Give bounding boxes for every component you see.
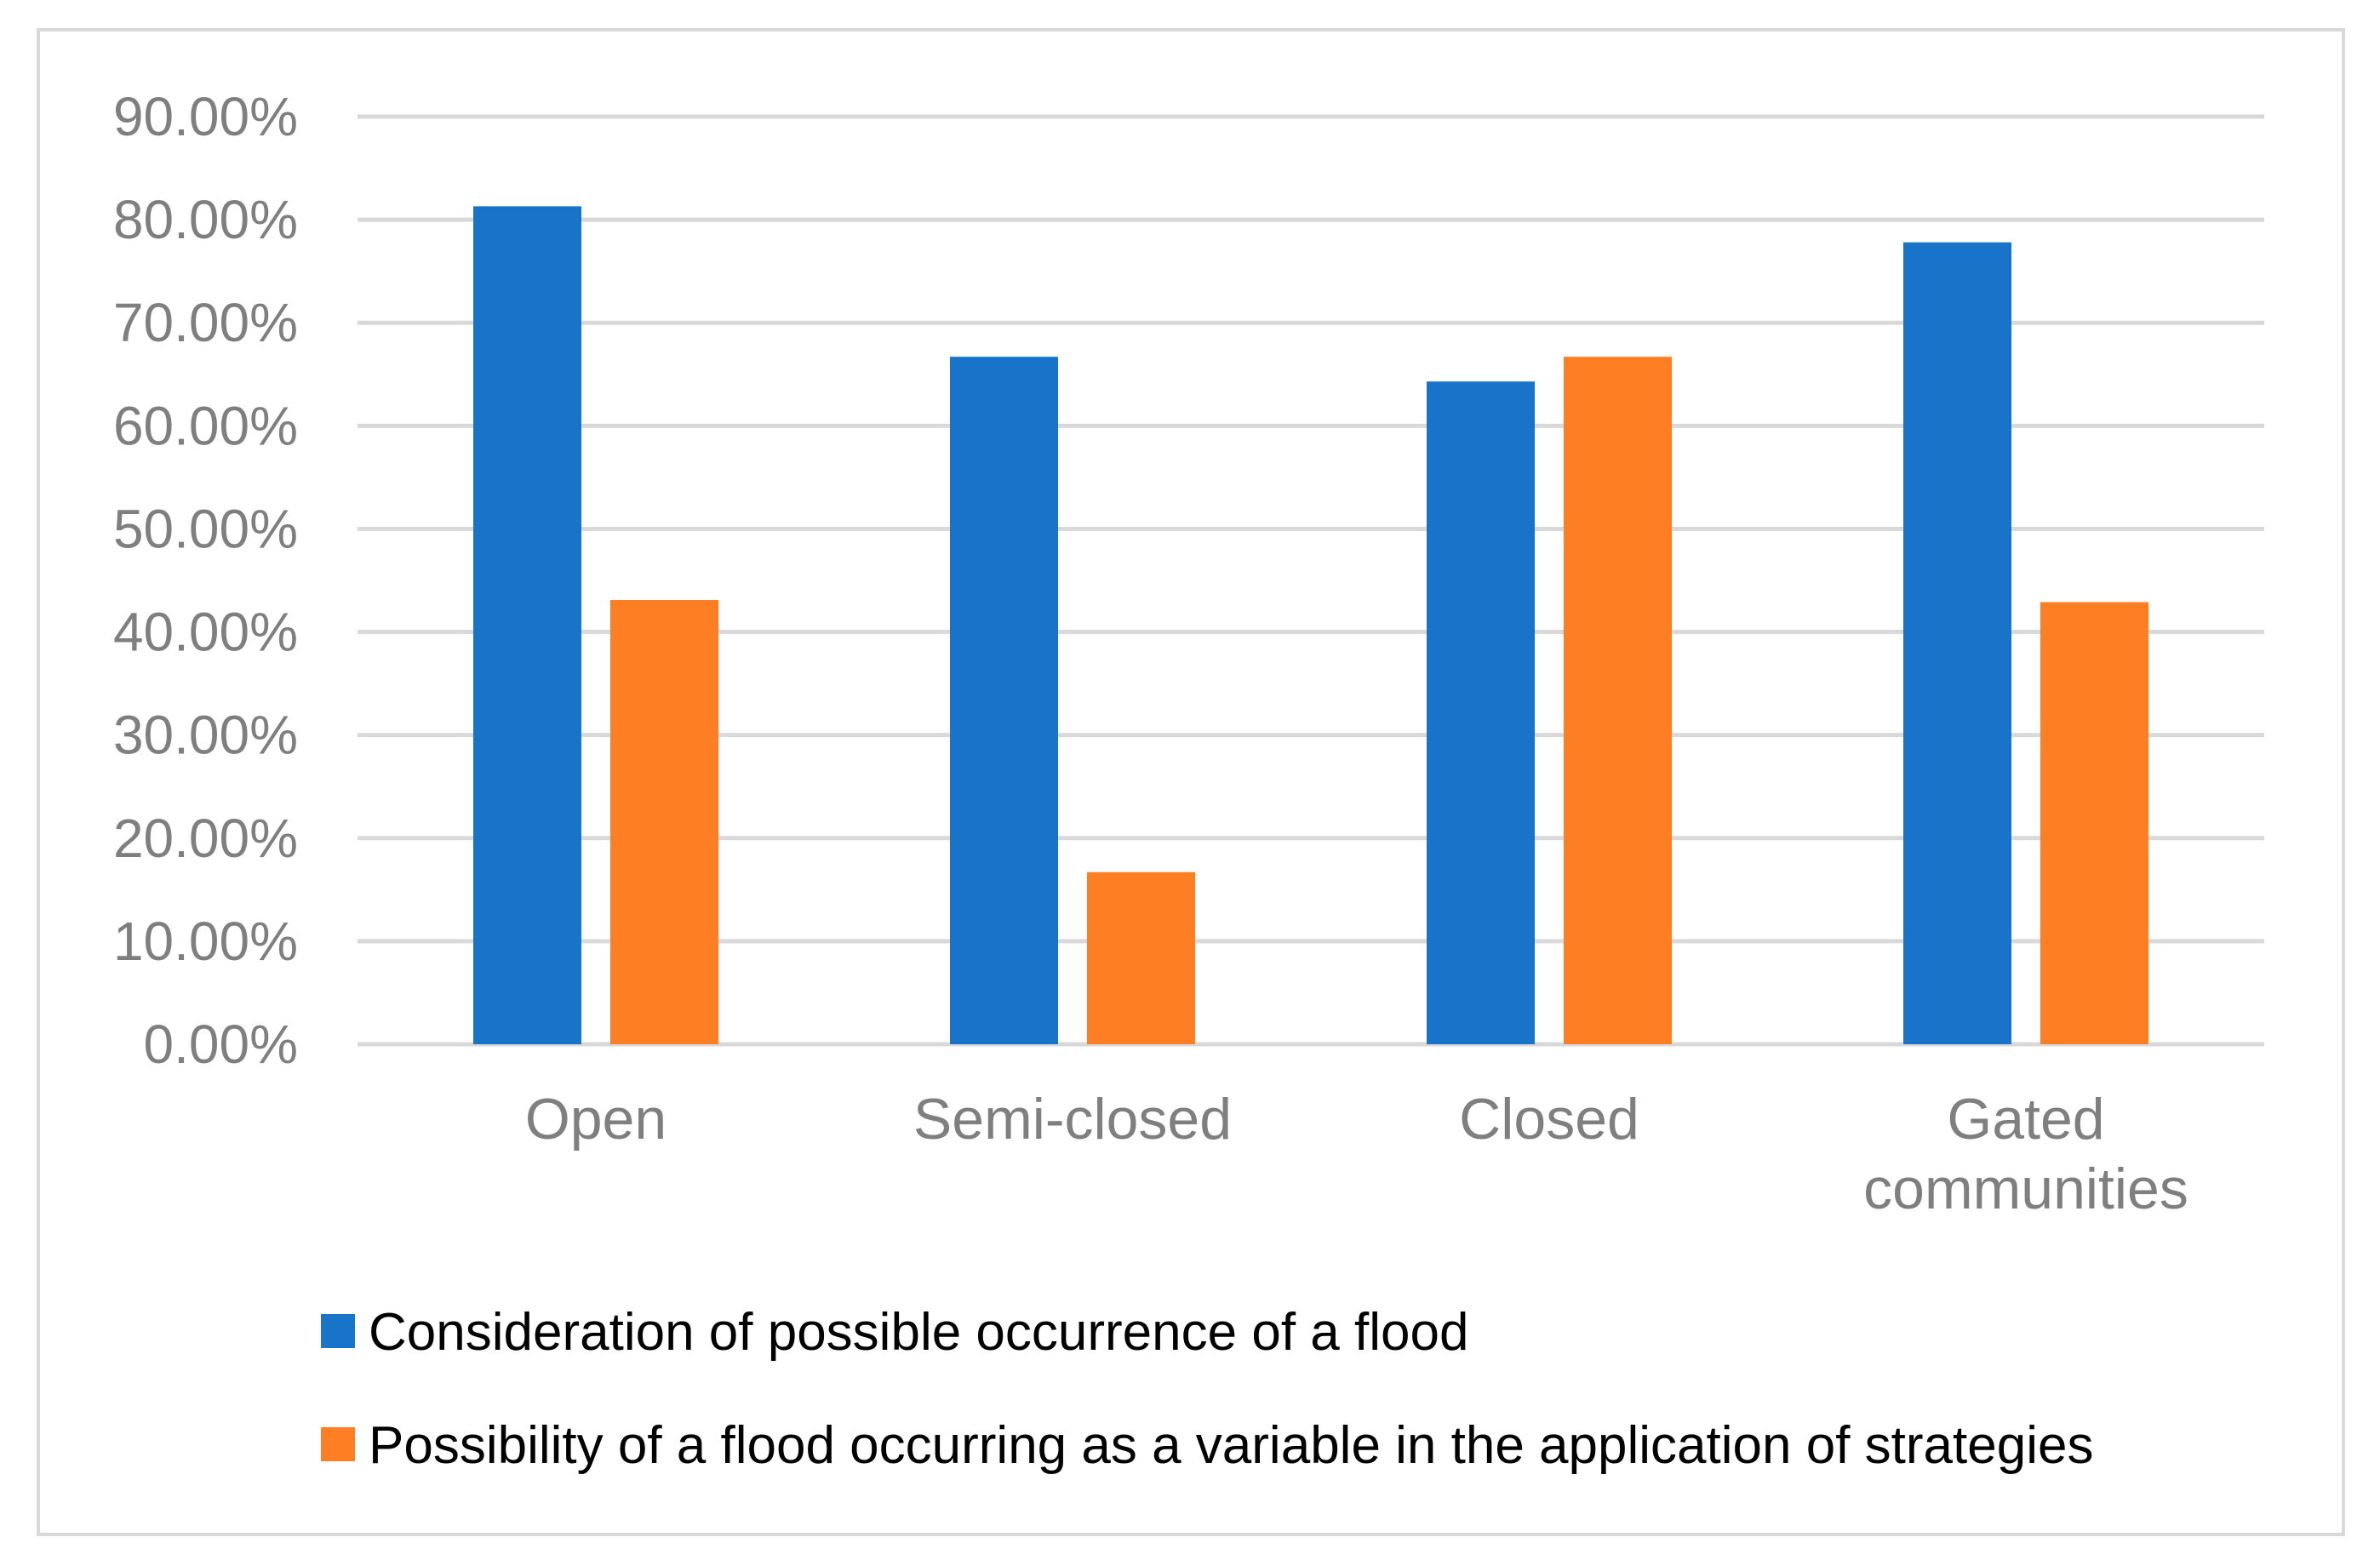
legend-label: Possibility of a flood occurring as a va… xyxy=(369,1416,2093,1475)
x-category-label: Semi-closed xyxy=(913,1087,1232,1151)
x-category-label: Closed xyxy=(1459,1087,1639,1151)
y-tick-label: 0.00% xyxy=(144,1014,298,1075)
y-tick-label: 10.00% xyxy=(113,911,298,972)
bar-consideration-0 xyxy=(473,206,581,1044)
bars xyxy=(473,206,2148,1044)
y-tick-label: 20.00% xyxy=(113,808,298,869)
legend-swatch xyxy=(321,1427,355,1461)
bar-consideration-2 xyxy=(1427,381,1535,1044)
y-tick-label: 70.00% xyxy=(113,292,298,353)
x-category-label: Open xyxy=(525,1087,667,1151)
bar-possibility-3 xyxy=(2040,602,2148,1044)
legend-swatch xyxy=(321,1314,355,1348)
y-tick-label: 90.00% xyxy=(113,86,298,147)
legend-label: Consideration of possible occurrence of … xyxy=(369,1303,1468,1362)
bar-possibility-0 xyxy=(610,600,718,1044)
bar-possibility-1 xyxy=(1087,871,1195,1044)
y-tick-label: 40.00% xyxy=(113,602,298,663)
y-axis-tick-labels: 0.00% 10.00% 20.00% 30.00% 40.00% 50.00% 60.00… xyxy=(113,86,298,1075)
x-category-label: Gated xyxy=(1947,1087,2104,1151)
bar-consideration-1 xyxy=(950,357,1058,1044)
y-tick-label: 80.00% xyxy=(113,189,298,250)
legend: Consideration of possible occurrence of … xyxy=(321,1303,2093,1475)
y-tick-label: 50.00% xyxy=(113,498,298,559)
bar-possibility-2 xyxy=(1564,357,1672,1044)
bar-consideration-3 xyxy=(1903,242,2011,1044)
x-category-label: communities xyxy=(1863,1157,2188,1221)
y-tick-label: 30.00% xyxy=(113,705,298,766)
y-tick-label: 60.00% xyxy=(113,395,298,456)
